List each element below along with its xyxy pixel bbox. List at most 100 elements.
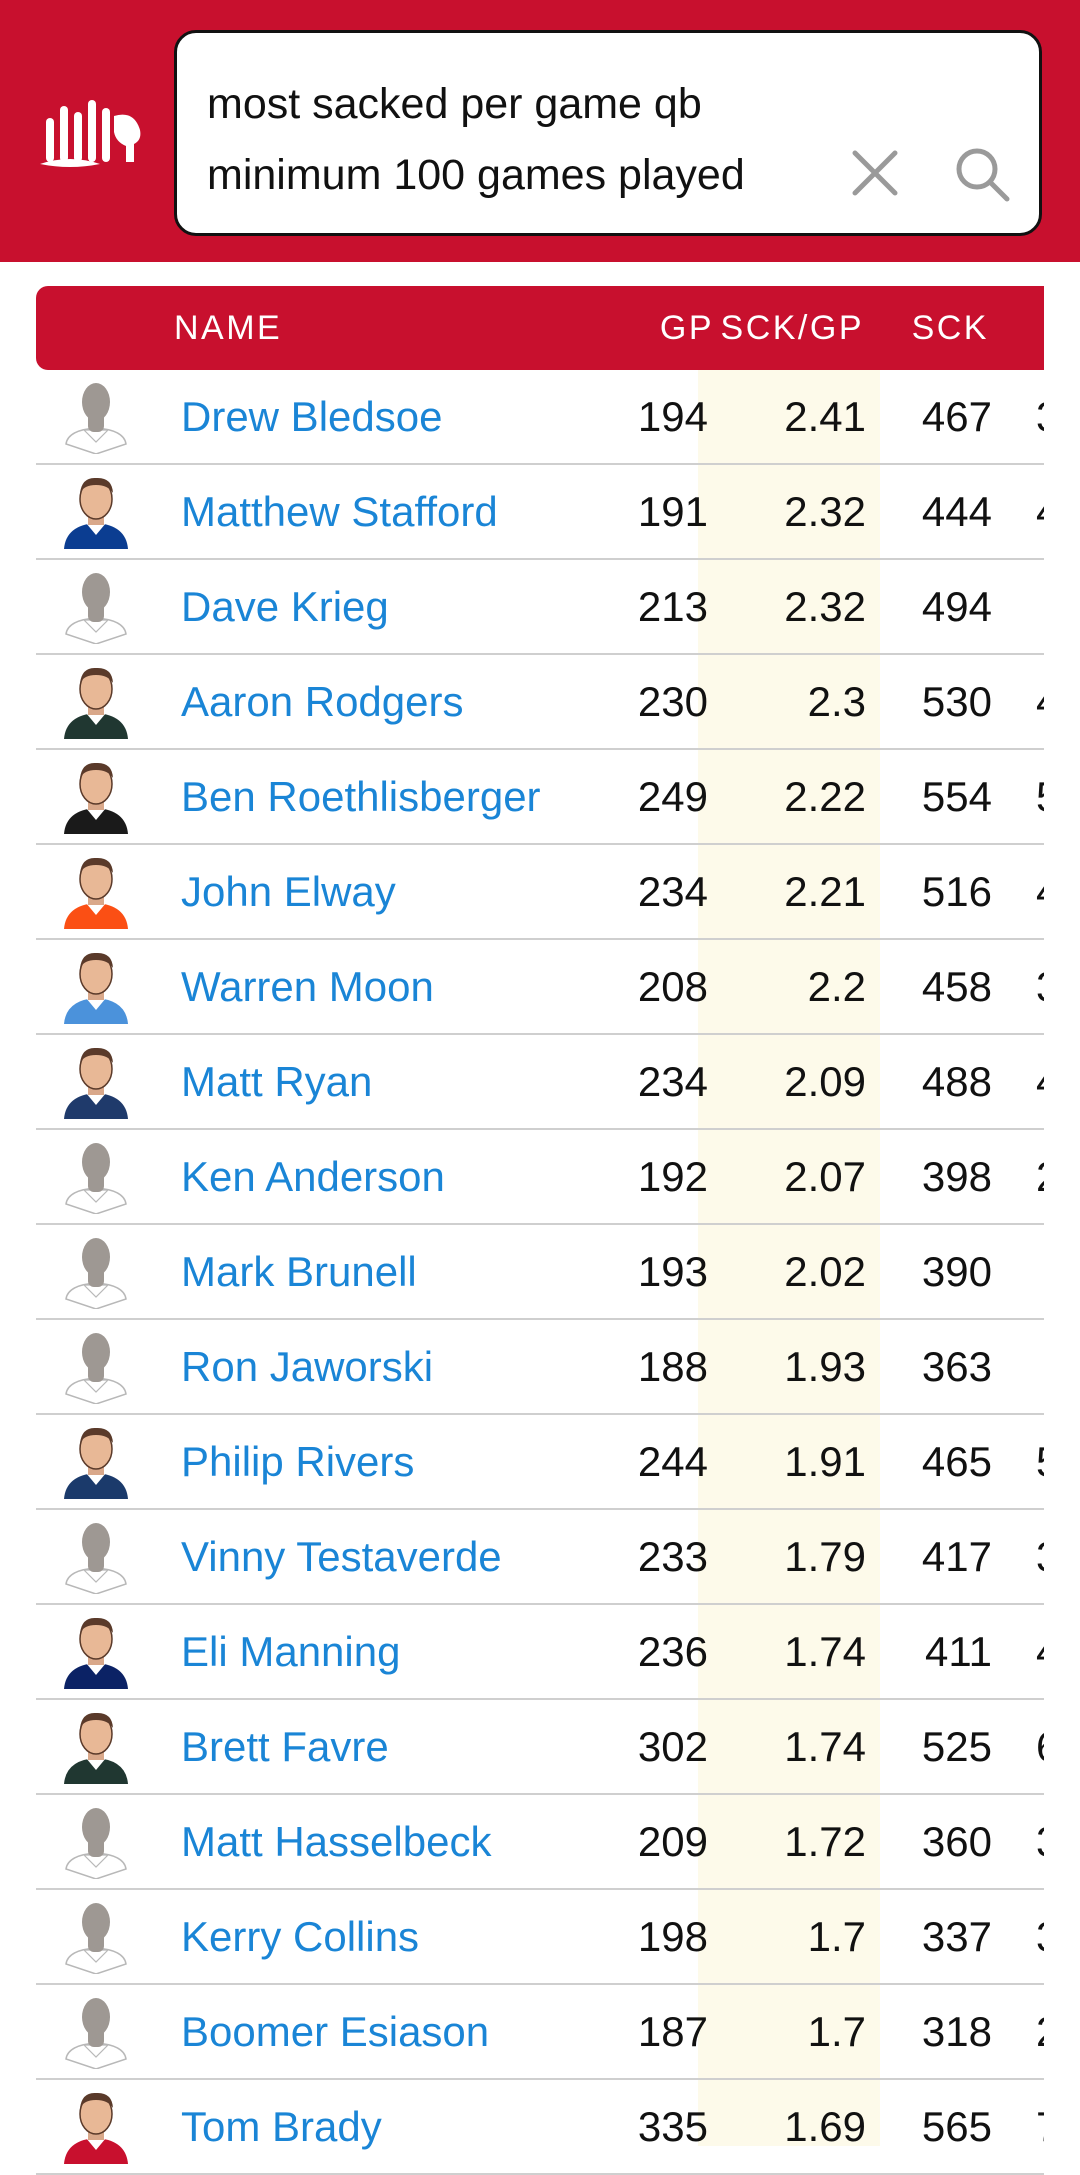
player-silhouette-icon[interactable]: [58, 1898, 134, 1974]
player-name-link[interactable]: Warren Moon: [181, 963, 434, 1010]
player-headshot-icon[interactable]: [58, 1708, 134, 1784]
table-row[interactable]: Ron Jaworski 188 1.93 363: [36, 1320, 1044, 1415]
cell-next-column-clipped: [1036, 560, 1044, 653]
search-box[interactable]: most sacked per game qb minimum 100 game…: [174, 30, 1042, 236]
cell-next-column-clipped: 3: [1036, 1795, 1044, 1888]
cell-gp: 234: [637, 1058, 708, 1105]
table-row[interactable]: Matt Ryan 234 2.09 488 4: [36, 1035, 1044, 1130]
table-row[interactable]: Warren Moon 208 2.2 458 3: [36, 940, 1044, 1035]
table-row[interactable]: Tom Brady 335 1.69 565 7: [36, 2080, 1044, 2175]
player-name-link[interactable]: Drew Bledsoe: [181, 393, 443, 440]
player-name-link[interactable]: Brett Favre: [181, 1723, 389, 1770]
column-header-name[interactable]: NAME: [174, 309, 283, 347]
cell-gp: 302: [637, 1723, 708, 1770]
player-silhouette-icon[interactable]: [58, 378, 134, 454]
player-name-link[interactable]: Tom Brady: [181, 2103, 382, 2150]
cell-gp: 187: [637, 2008, 708, 2055]
player-name-link[interactable]: Matt Hasselbeck: [181, 1818, 492, 1865]
table-row[interactable]: Boomer Esiason 187 1.7 318 2: [36, 1985, 1044, 2080]
close-icon[interactable]: [847, 145, 903, 201]
column-header-gp[interactable]: GP: [659, 309, 714, 347]
cell-next-column-text: 3: [1036, 940, 1044, 1033]
table-row[interactable]: Vinny Testaverde 233 1.79 417 3: [36, 1510, 1044, 1605]
player-name-link[interactable]: Ben Roethlisberger: [181, 773, 541, 820]
player-silhouette-icon[interactable]: [58, 1233, 134, 1309]
player-headshot-icon[interactable]: [58, 853, 134, 929]
table-row[interactable]: Kerry Collins 198 1.7 337 3: [36, 1890, 1044, 1985]
cell-next-column-clipped: 4: [1036, 655, 1044, 748]
player-headshot-icon[interactable]: [58, 663, 134, 739]
search-query-text[interactable]: most sacked per game qb minimum 100 game…: [207, 80, 745, 199]
cell-sck: 360: [921, 1818, 992, 1865]
player-name-link[interactable]: Matt Ryan: [181, 1058, 373, 1105]
cell-sck: 390: [921, 1248, 992, 1295]
player-silhouette-icon[interactable]: [58, 1803, 134, 1879]
player-name-link[interactable]: Boomer Esiason: [181, 2008, 490, 2055]
table-row[interactable]: John Elway 234 2.21 516 4: [36, 845, 1044, 940]
player-name-link[interactable]: Ken Anderson: [181, 1153, 445, 1200]
player-name-link[interactable]: Aaron Rodgers: [181, 678, 464, 725]
table-row[interactable]: Brett Favre 302 1.74 525 6: [36, 1700, 1044, 1795]
column-header-sck-gp[interactable]: SCK/GP: [720, 309, 864, 347]
table-row[interactable]: Ben Roethlisberger 249 2.22 554 5: [36, 750, 1044, 845]
table-row[interactable]: Matt Hasselbeck 209 1.72 360 3: [36, 1795, 1044, 1890]
player-silhouette-icon[interactable]: [58, 1328, 134, 1404]
player-name-link[interactable]: Dave Krieg: [181, 583, 389, 630]
cell-next-column-text: 3: [1036, 1890, 1044, 1983]
player-headshot-icon[interactable]: [58, 473, 134, 549]
statmuse-logo-icon[interactable]: [40, 96, 150, 176]
column-header-sck[interactable]: SCK: [911, 309, 989, 347]
search-icon[interactable]: [951, 143, 1013, 205]
cell-gp: 236: [637, 1628, 708, 1675]
player-silhouette-icon[interactable]: [58, 1993, 134, 2069]
player-headshot-icon[interactable]: [58, 1613, 134, 1689]
player-silhouette-icon[interactable]: [58, 1518, 134, 1594]
table-row[interactable]: Drew Bledsoe 194 2.41 467 3: [36, 370, 1044, 465]
cell-sck-gp: 2.41: [784, 393, 866, 440]
cell-next-column-text: 4: [1036, 1605, 1044, 1698]
player-headshot-icon[interactable]: [58, 1423, 134, 1499]
player-silhouette-icon[interactable]: [58, 1138, 134, 1214]
cell-gp: 234: [637, 868, 708, 915]
cell-next-column-text: 3: [1036, 1510, 1044, 1603]
player-name-link[interactable]: Ron Jaworski: [181, 1343, 434, 1390]
player-name-link[interactable]: Vinny Testaverde: [181, 1533, 502, 1580]
cell-sck-gp: 1.72: [784, 1818, 866, 1865]
cell-sck-gp: 1.91: [784, 1438, 866, 1485]
cell-next-column-text: 5: [1036, 1415, 1044, 1508]
player-headshot-icon[interactable]: [58, 758, 134, 834]
cell-gp: 233: [637, 1533, 708, 1580]
player-headshot-icon[interactable]: [58, 948, 134, 1024]
player-name-link[interactable]: Matthew Stafford: [181, 488, 498, 535]
player-name-link[interactable]: John Elway: [181, 868, 396, 915]
cell-gp: 194: [637, 393, 708, 440]
player-silhouette-icon[interactable]: [58, 568, 134, 644]
cell-sck: 417: [921, 1533, 992, 1580]
cell-sck-gp: 2.3: [807, 678, 866, 725]
cell-next-column-text: 2: [1036, 1985, 1044, 2078]
cell-next-column-clipped: 3: [1036, 1890, 1044, 1983]
player-name-link[interactable]: Kerry Collins: [181, 1913, 420, 1960]
cell-sck-gp: 2.09: [784, 1058, 866, 1105]
cell-gp: 213: [637, 583, 708, 630]
cell-sck-gp: 1.69: [784, 2103, 866, 2150]
cell-next-column-clipped: [1036, 1225, 1044, 1318]
cell-next-column-clipped: [1036, 1320, 1044, 1413]
cell-sck: 363: [921, 1343, 992, 1390]
player-name-link[interactable]: Mark Brunell: [181, 1248, 417, 1295]
cell-sck: 458: [921, 963, 992, 1010]
table-row[interactable]: Aaron Rodgers 230 2.3 530 4: [36, 655, 1044, 750]
player-headshot-icon[interactable]: [58, 1043, 134, 1119]
table-row[interactable]: Mark Brunell 193 2.02 390: [36, 1225, 1044, 1320]
table-row[interactable]: Ken Anderson 192 2.07 398 2: [36, 1130, 1044, 1225]
table-row[interactable]: Philip Rivers 244 1.91 465 5: [36, 1415, 1044, 1510]
player-name-link[interactable]: Eli Manning: [181, 1628, 401, 1675]
table-row[interactable]: Eli Manning 236 1.74 411 4: [36, 1605, 1044, 1700]
cell-next-column-clipped: 3: [1036, 940, 1044, 1033]
cell-gp: 249: [637, 773, 708, 820]
player-headshot-icon[interactable]: [58, 2088, 134, 2164]
table-row[interactable]: Dave Krieg 213 2.32 494: [36, 560, 1044, 655]
player-name-link[interactable]: Philip Rivers: [181, 1438, 415, 1485]
